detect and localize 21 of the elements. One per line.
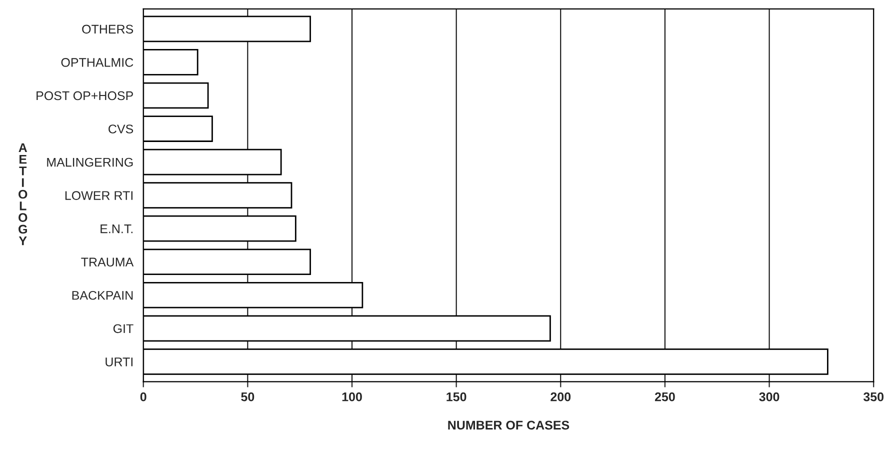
y-tick-label: OPTHALMIC	[61, 58, 134, 67]
x-tick-label: 150	[446, 392, 466, 402]
y-tick-label: TRAUMA	[81, 258, 134, 267]
y-tick-label: BACKPAIN	[72, 290, 133, 300]
y-tick-label: URTI	[106, 358, 132, 366]
x-tick-label: 50	[241, 392, 254, 402]
y-tick-label: GIT	[113, 324, 134, 334]
text: AETIOLOGY	[18, 143, 28, 246]
x-axis-title: NUMBER OF CASES	[448, 420, 570, 430]
y-tick-label: OTHERS	[82, 24, 134, 34]
y-tick-label: MALINGERING	[47, 158, 133, 167]
x-tick-label: 200	[550, 392, 571, 402]
y-tick-label: CVS	[108, 124, 134, 134]
x-tick-label: 100	[342, 392, 362, 402]
y-tick-label: LOWER RTI	[65, 191, 132, 200]
x-tick-label: 250	[654, 392, 675, 402]
x-tick-label: 0	[140, 392, 146, 402]
x-tick-label: 300	[759, 392, 780, 402]
y-tick-label: E.N.T.	[100, 224, 132, 234]
x-tick-label: 350	[863, 392, 884, 402]
y-tick-label: POST OP+HOSP	[36, 91, 133, 100]
